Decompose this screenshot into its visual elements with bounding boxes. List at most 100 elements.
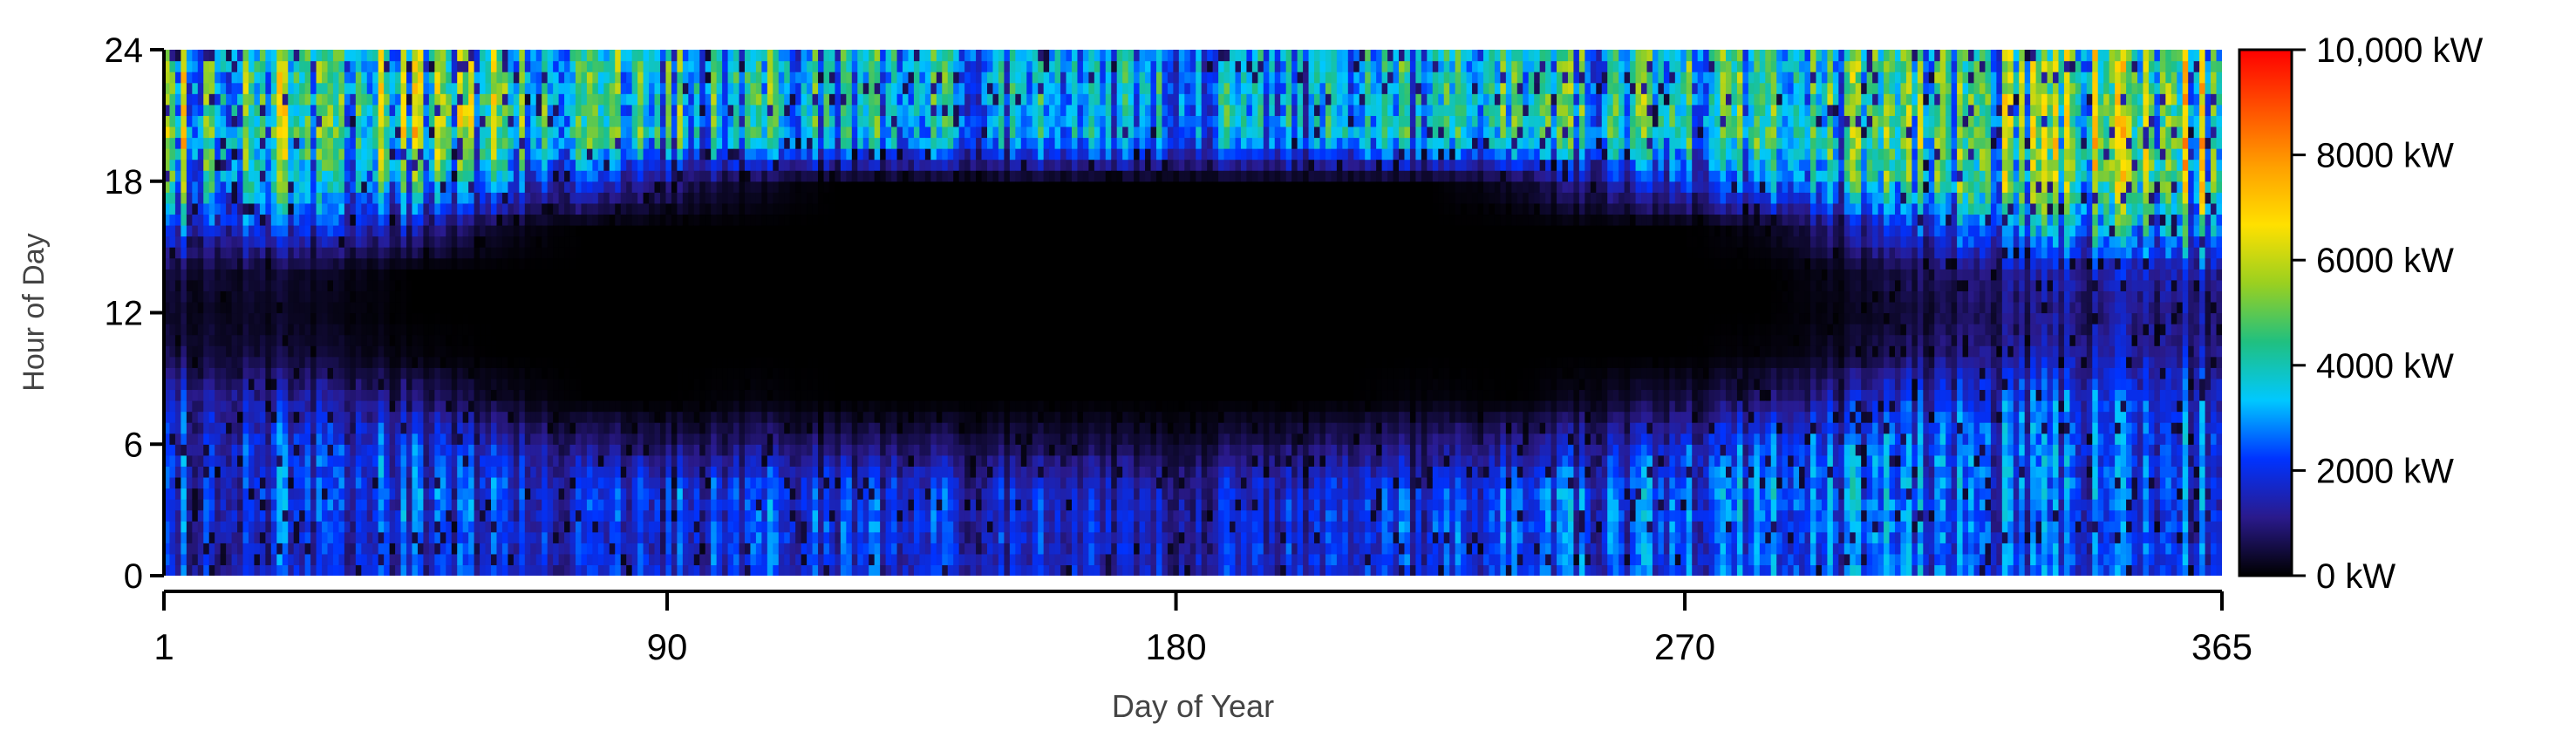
- heatmap-cell: [480, 290, 487, 303]
- heatmap-cell: [208, 356, 215, 368]
- heatmap-cell: [197, 488, 204, 500]
- heatmap-cell: [440, 104, 446, 116]
- heatmap-cell: [231, 269, 238, 281]
- heatmap-cell: [259, 181, 266, 193]
- heatmap-cell: [671, 225, 678, 237]
- heatmap-cell: [603, 433, 610, 445]
- heatmap-cell: [389, 82, 396, 94]
- heatmap-cell: [169, 543, 176, 555]
- heatmap-cell: [192, 422, 199, 434]
- heatmap-cell: [665, 269, 672, 281]
- heatmap-cell: [553, 422, 560, 434]
- heatmap-cell: [332, 543, 340, 555]
- heatmap-cell: [446, 202, 453, 215]
- heatmap-cell: [744, 378, 752, 391]
- heatmap-cell: [237, 269, 244, 281]
- heatmap-cell: [434, 454, 441, 467]
- heatmap-cell: [332, 247, 340, 259]
- heatmap-cell: [603, 290, 610, 303]
- heatmap-cell: [626, 301, 633, 314]
- heatmap-cell: [322, 356, 329, 368]
- heatmap-cell: [592, 104, 599, 116]
- heatmap-cell: [282, 422, 289, 434]
- heatmap-cell: [366, 488, 373, 500]
- heatmap-cell: [592, 444, 599, 456]
- heatmap-cell: [366, 411, 373, 423]
- heatmap-cell: [586, 60, 593, 72]
- heatmap-cell: [372, 50, 379, 62]
- heatmap-cell: [496, 356, 503, 368]
- heatmap-cell: [332, 159, 340, 171]
- heatmap-cell: [649, 60, 656, 72]
- heatmap-cell: [215, 334, 221, 346]
- heatmap-cell: [649, 378, 656, 391]
- heatmap-cell: [547, 279, 554, 291]
- heatmap-cell: [513, 334, 520, 346]
- heatmap-cell: [254, 236, 261, 248]
- heatmap-cell: [491, 269, 498, 281]
- heatmap-cell: [677, 476, 684, 489]
- heatmap-cell: [451, 433, 458, 445]
- heatmap-cell: [389, 214, 396, 226]
- heatmap-cell: [677, 367, 684, 379]
- heatmap-cell: [733, 521, 740, 533]
- heatmap-cell: [197, 521, 204, 533]
- heatmap-cell: [417, 466, 425, 478]
- heatmap-cell: [299, 324, 306, 336]
- heatmap-cell: [496, 72, 503, 84]
- heatmap-cell: [558, 50, 565, 62]
- heatmap-cell: [220, 324, 227, 336]
- heatmap-cell: [270, 126, 277, 139]
- heatmap-cell: [699, 531, 706, 543]
- heatmap-cell: [542, 466, 549, 478]
- heatmap-cell: [519, 279, 526, 291]
- heatmap-cell: [508, 422, 515, 434]
- heatmap-cell: [248, 115, 256, 127]
- heatmap-cell: [406, 433, 413, 445]
- heatmap-cell: [457, 334, 464, 346]
- heatmap-cell: [384, 170, 391, 182]
- heatmap-cell: [659, 60, 667, 72]
- heatmap-cell: [174, 356, 181, 368]
- heatmap-cell: [220, 345, 227, 358]
- heatmap-cell: [299, 553, 306, 566]
- heatmap-cell: [208, 236, 215, 248]
- heatmap-cell: [677, 509, 684, 522]
- heatmap-cell: [389, 257, 396, 270]
- heatmap-cell: [501, 93, 509, 106]
- heatmap-cell: [626, 225, 633, 237]
- heatmap-cell: [592, 301, 599, 314]
- heatmap-cell: [434, 389, 441, 401]
- heatmap-cell: [688, 521, 695, 533]
- heatmap-cell: [282, 345, 289, 358]
- heatmap-cell: [711, 345, 718, 358]
- heatmap-cell: [542, 301, 549, 314]
- heatmap-cell: [265, 454, 272, 467]
- heatmap-cell: [400, 225, 407, 237]
- heatmap-cell: [733, 553, 740, 566]
- heatmap-cell: [332, 257, 340, 270]
- heatmap-cell: [480, 488, 487, 500]
- heatmap-cell: [468, 411, 475, 423]
- heatmap-cell: [535, 499, 542, 511]
- heatmap-cell: [693, 202, 700, 215]
- heatmap-cell: [716, 82, 723, 94]
- heatmap-cell: [491, 290, 498, 303]
- heatmap-cell: [434, 433, 441, 445]
- heatmap-cell: [169, 202, 176, 215]
- heatmap-cell: [637, 137, 644, 149]
- heatmap-cell: [361, 192, 368, 204]
- heatmap-cell: [457, 181, 464, 193]
- heatmap-cell: [688, 476, 695, 489]
- heatmap-cell: [693, 93, 700, 106]
- heatmap-cell: [265, 476, 272, 489]
- heatmap-cell: [581, 422, 588, 434]
- heatmap-cell: [501, 389, 509, 401]
- heatmap-cell: [631, 444, 638, 456]
- heatmap-cell: [355, 389, 362, 401]
- heatmap-cell: [671, 137, 678, 149]
- heatmap-cell: [304, 72, 311, 84]
- heatmap-cell: [428, 279, 435, 291]
- heatmap-cell: [626, 433, 633, 445]
- heatmap-cell: [215, 400, 221, 413]
